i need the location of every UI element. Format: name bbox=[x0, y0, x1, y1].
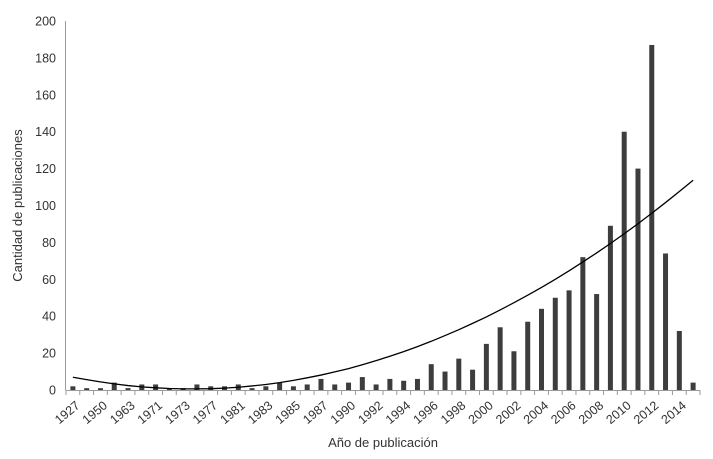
bar bbox=[607, 225, 613, 390]
y-tick-label: 140 bbox=[35, 125, 56, 139]
bar bbox=[373, 384, 379, 390]
x-tick-label: 2006 bbox=[548, 398, 578, 427]
bar bbox=[401, 380, 407, 390]
x-tick-label: 2014 bbox=[659, 398, 689, 427]
bar bbox=[111, 382, 117, 390]
y-tick-label: 0 bbox=[49, 384, 56, 398]
x-tick-label: 1985 bbox=[273, 398, 303, 427]
bar bbox=[676, 330, 682, 390]
x-tick-label: 2002 bbox=[493, 398, 523, 427]
bar bbox=[194, 384, 200, 390]
x-tick-label: 1992 bbox=[355, 398, 385, 427]
x-tick-label: 1973 bbox=[162, 398, 192, 427]
x-axis-tick-labels: 1927195019631971197319771981198319851987… bbox=[52, 398, 689, 427]
x-tick-label: 1990 bbox=[328, 398, 358, 427]
bar bbox=[249, 388, 255, 390]
x-axis-ticks bbox=[65, 390, 701, 395]
bar bbox=[497, 327, 503, 390]
bar bbox=[332, 384, 338, 390]
bar bbox=[594, 294, 600, 390]
bar bbox=[552, 297, 558, 390]
bars-group bbox=[70, 44, 696, 391]
bar bbox=[649, 44, 655, 390]
bar bbox=[621, 131, 627, 390]
bar bbox=[566, 290, 572, 390]
bar bbox=[318, 378, 324, 390]
bar bbox=[663, 253, 669, 390]
y-axis-title: Cantidad de publicaciones bbox=[10, 129, 25, 282]
x-tick-label: 1994 bbox=[383, 398, 413, 427]
bar bbox=[580, 257, 586, 390]
bar bbox=[470, 369, 476, 390]
bar bbox=[690, 382, 696, 390]
bar bbox=[414, 378, 420, 390]
bar bbox=[359, 377, 365, 390]
x-tick-label: 1950 bbox=[80, 398, 110, 427]
x-axis-title: Año de publicación bbox=[328, 435, 438, 450]
x-tick-label: 2008 bbox=[576, 398, 606, 427]
bar bbox=[84, 388, 90, 390]
y-tick-label: 160 bbox=[35, 88, 56, 102]
x-tick-label: 2010 bbox=[603, 398, 633, 427]
y-tick-label: 200 bbox=[35, 15, 56, 29]
x-tick-label: 1971 bbox=[135, 398, 165, 427]
bar bbox=[511, 351, 517, 390]
bar bbox=[70, 386, 76, 390]
x-tick-label: 1996 bbox=[411, 398, 441, 427]
x-tick-label: 1977 bbox=[190, 398, 220, 427]
y-tick-label: 40 bbox=[42, 310, 56, 324]
bar bbox=[125, 388, 131, 390]
x-tick-label: 2004 bbox=[521, 398, 551, 427]
bar bbox=[277, 382, 283, 390]
bar bbox=[525, 321, 531, 390]
bar bbox=[442, 371, 448, 390]
y-tick-label: 20 bbox=[42, 347, 56, 361]
bar bbox=[290, 386, 296, 390]
bar bbox=[346, 382, 352, 390]
bar bbox=[635, 168, 641, 390]
x-tick-label: 1987 bbox=[300, 398, 330, 427]
y-axis-tick-labels: 0 20 40 60 80 100 120 140 160 180 200 bbox=[35, 15, 56, 398]
bar bbox=[539, 308, 544, 390]
bar bbox=[97, 388, 103, 390]
y-tick-label: 120 bbox=[35, 162, 56, 176]
x-tick-label: 1983 bbox=[245, 398, 275, 427]
bar bbox=[304, 384, 310, 390]
bar bbox=[483, 343, 489, 391]
x-tick-label: 1927 bbox=[52, 398, 82, 427]
bar bbox=[456, 358, 462, 390]
bar bbox=[387, 378, 393, 390]
y-tick-label: 100 bbox=[35, 199, 56, 213]
trendline bbox=[72, 179, 694, 390]
x-tick-label: 2012 bbox=[631, 398, 661, 427]
x-tick-label: 1981 bbox=[218, 398, 248, 427]
bar bbox=[428, 364, 434, 390]
bar bbox=[263, 386, 269, 390]
y-tick-label: 80 bbox=[42, 236, 56, 250]
y-tick-label: 60 bbox=[42, 273, 56, 287]
x-tick-label: 1963 bbox=[107, 398, 137, 427]
x-tick-label: 1998 bbox=[438, 398, 468, 427]
y-tick-label: 180 bbox=[35, 51, 56, 65]
x-tick-label: 2000 bbox=[466, 398, 496, 427]
